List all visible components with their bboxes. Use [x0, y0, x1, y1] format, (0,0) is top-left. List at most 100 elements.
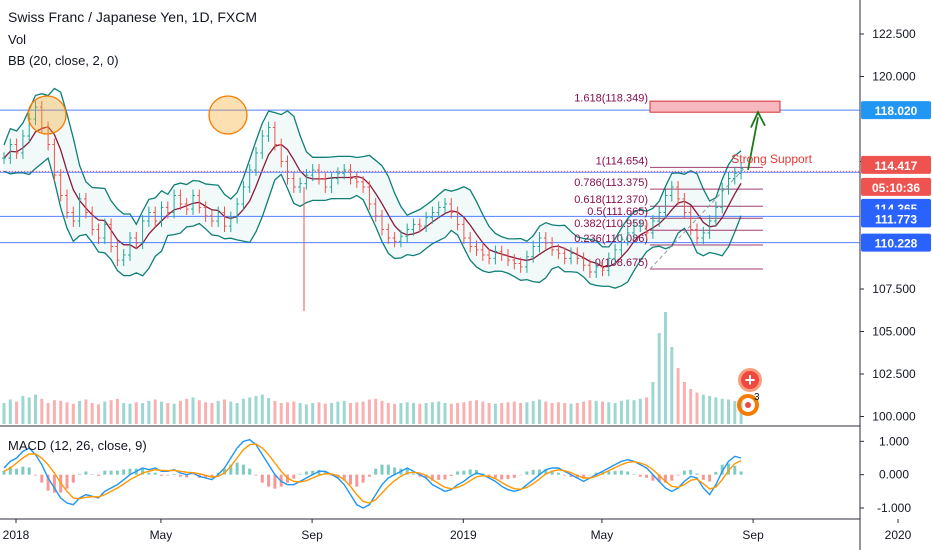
macd-histogram-bar: [493, 474, 497, 478]
macd-histogram-bar: [21, 466, 25, 475]
volume-bar: [185, 398, 189, 424]
volume-bar: [367, 399, 371, 424]
volume-bar: [141, 403, 145, 424]
macd-histogram-bar: [311, 470, 315, 475]
volume-bar: [153, 399, 157, 424]
volume-bar: [160, 401, 163, 424]
macd-histogram-bar: [456, 471, 460, 475]
volume-bar: [651, 382, 655, 424]
volume-bar: [115, 398, 119, 424]
macd-histogram-bar: [254, 474, 258, 476]
macd-histogram-bar: [519, 474, 523, 476]
macd-histogram-bar: [594, 472, 598, 475]
add-alert-button[interactable]: +: [738, 368, 762, 392]
volume-bar: [178, 400, 182, 424]
volume-bars: [2, 312, 743, 424]
volume-bar: [349, 403, 352, 424]
time-tick-label: 2018: [3, 528, 30, 542]
volume-bar: [134, 402, 138, 424]
macd-histogram-bar: [512, 474, 516, 478]
macd-histogram-bar: [682, 470, 686, 475]
price-badge-label: 114.417: [875, 159, 918, 173]
macd-histogram-bar: [619, 470, 623, 475]
volume-bar: [191, 397, 195, 424]
chart-title[interactable]: Swiss Franc / Japanese Yen, 1D, FXCM: [8, 9, 257, 25]
volume-bar: [229, 401, 233, 424]
macd-histogram-bar: [670, 474, 674, 481]
macd-histogram-bar: [701, 474, 705, 480]
volume-bar: [323, 403, 327, 424]
volume-bar: [733, 400, 737, 424]
volume-bar: [714, 397, 718, 424]
macd-histogram-bar: [8, 466, 12, 475]
volume-bar: [456, 403, 460, 424]
macd-histogram-bar: [374, 468, 378, 475]
volume-bar: [430, 402, 434, 424]
macd-histogram-bar: [178, 474, 182, 477]
macd-histogram-bar: [412, 473, 415, 475]
price-tick-label: 105.000: [872, 325, 916, 339]
macd-histogram-bar: [191, 474, 195, 476]
volume-bar: [670, 347, 674, 424]
macd-histogram-bar: [342, 474, 346, 481]
volume-bar: [506, 402, 510, 424]
volume-bar: [46, 403, 50, 424]
bollinger-legend[interactable]: BB (20, close, 2, 0): [8, 53, 119, 68]
volume-bar: [2, 403, 6, 424]
macd-histogram-bar: [40, 474, 44, 483]
volume-bar: [204, 402, 208, 424]
grid: [0, 0, 861, 550]
macd-histogram-bar: [210, 474, 214, 478]
price-badge: [861, 209, 931, 228]
target-arrow-line: [747, 117, 759, 171]
macd-histogram-bar: [71, 474, 75, 483]
fib-level-label: 0.236(110.086): [574, 233, 648, 245]
volume-bar: [304, 404, 308, 424]
price-tick-label: 100.000: [872, 410, 916, 424]
volume-bar: [166, 403, 170, 424]
volume-bar: [682, 382, 686, 424]
volume-bar: [500, 403, 504, 424]
volume-bar: [424, 403, 428, 424]
macd-histogram-bar: [115, 470, 119, 475]
macd-histogram-bar: [204, 474, 208, 478]
macd-histogram-bar: [468, 469, 472, 475]
macd-histogram-bar: [84, 471, 88, 475]
volume-bar: [109, 400, 113, 424]
macd-histogram-bar: [569, 474, 573, 478]
macd-histogram-bar: [166, 474, 170, 476]
macd-histogram-bar: [97, 474, 100, 476]
macd-legend[interactable]: MACD (12, 26, close, 9): [8, 438, 147, 453]
volume-bar: [645, 397, 649, 424]
volume-bar: [210, 403, 214, 424]
macd-histogram-bar: [386, 464, 390, 475]
ideas-icon[interactable]: [736, 392, 762, 418]
volume-bar: [311, 403, 315, 424]
macd-histogram-bar: [708, 474, 712, 482]
price-tick-label: 107.500: [872, 282, 916, 296]
macd-histogram-bar: [229, 464, 233, 475]
volume-legend[interactable]: Vol: [8, 32, 27, 47]
annotations[interactable]: Strong Support: [27, 95, 813, 171]
target-arrow-head: [750, 110, 766, 128]
macd-axis[interactable]: 1.000 0.000 -1.000: [860, 434, 911, 515]
volume-bar: [512, 401, 516, 424]
fib-level-label: 0.618(112.370): [574, 194, 648, 206]
volume-bar: [462, 402, 466, 424]
macd-histogram-bar: [506, 474, 510, 480]
price-badge: [861, 233, 931, 252]
macd-histogram-bar: [689, 469, 693, 475]
horizontal-lines[interactable]: [0, 109, 860, 244]
volume-bar: [689, 389, 693, 424]
macd-histogram-bar: [531, 469, 535, 475]
macd-histogram-bar: [103, 470, 107, 475]
macd-histogram-bar: [241, 464, 245, 475]
macd-histogram-bar: [260, 474, 264, 483]
volume-bar: [317, 402, 321, 424]
time-axis[interactable]: 2018MaySep2019MaySep2020MaySep: [3, 519, 932, 542]
bb-upper-line: [3, 87, 742, 248]
macd-histogram-bar: [714, 471, 718, 475]
volume-bar: [21, 396, 25, 424]
volume-bar: [34, 394, 37, 424]
